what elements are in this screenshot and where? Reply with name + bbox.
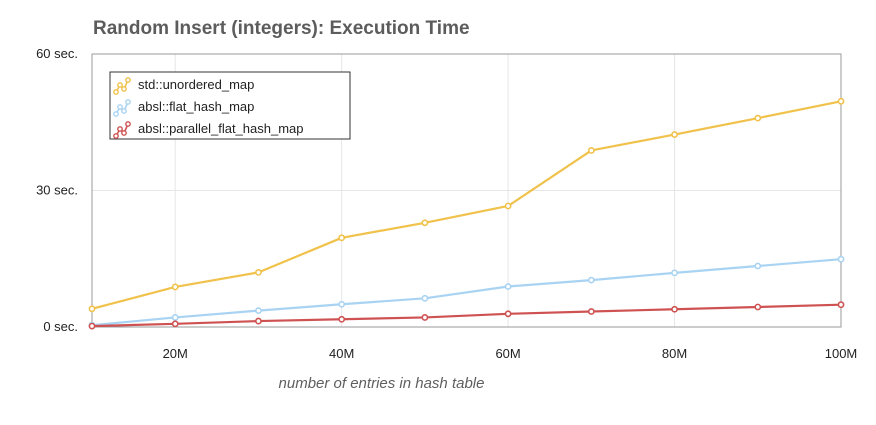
- legend[interactable]: std::unordered_mapabsl::flat_hash_mapabs…: [109, 71, 351, 140]
- legend-icon-marker: [113, 133, 119, 139]
- data-point[interactable]: [504, 310, 512, 318]
- data-point[interactable]: [338, 300, 346, 308]
- data-point[interactable]: [754, 114, 762, 122]
- data-point[interactable]: [671, 305, 678, 313]
- x-axis-title: number of entries in hash table: [279, 375, 485, 392]
- data-point[interactable]: [754, 262, 762, 270]
- legend-icon-marker: [121, 108, 127, 114]
- legend-icon-marker: [117, 104, 123, 110]
- chart-title: Random Insert (integers): Execution Time: [93, 18, 470, 39]
- legend-icon-marker: [113, 111, 119, 117]
- legend-item[interactable]: absl::flat_hash_map: [113, 99, 255, 117]
- data-point[interactable]: [671, 269, 678, 277]
- plot-frame: [91, 53, 842, 328]
- legend-icon-marker: [125, 121, 131, 127]
- legend-item[interactable]: std::unordered_map: [113, 77, 255, 95]
- legend-icon-marker: [117, 82, 123, 88]
- legend-box: [109, 71, 351, 140]
- data-point[interactable]: [421, 294, 429, 302]
- data-point[interactable]: [504, 202, 512, 210]
- data-point[interactable]: [504, 283, 512, 290]
- data-point[interactable]: [255, 317, 262, 325]
- series-2: [88, 255, 845, 329]
- legend-icon-marker: [117, 126, 123, 132]
- legend-icon-marker: [125, 77, 131, 83]
- data-point[interactable]: [671, 131, 678, 138]
- data-point[interactable]: [587, 276, 595, 284]
- data-point[interactable]: [338, 315, 346, 323]
- legend-icon-marker: [113, 89, 119, 95]
- legend-icon-marker: [121, 86, 127, 92]
- line-series-icon: [113, 121, 131, 139]
- line-series-icon: [113, 77, 131, 95]
- data-point[interactable]: [171, 320, 179, 328]
- x-tick-label: 80M: [662, 346, 687, 361]
- y-tick-label: 0 sec.: [43, 319, 78, 334]
- y-tick-label: 60 sec.: [36, 46, 78, 61]
- data-point[interactable]: [171, 314, 179, 321]
- data-point[interactable]: [171, 283, 179, 291]
- data-point[interactable]: [88, 305, 96, 313]
- data-point[interactable]: [88, 322, 96, 330]
- data-point[interactable]: [754, 303, 762, 311]
- legend-icon-marker: [125, 99, 131, 105]
- series-1: [88, 97, 845, 313]
- data-point[interactable]: [255, 268, 262, 276]
- data-point[interactable]: [255, 307, 262, 315]
- legend-item[interactable]: absl::parallel_flat_hash_map: [113, 121, 304, 139]
- series-line: [91, 303, 842, 328]
- legend-label: absl::flat_hash_map: [138, 99, 254, 114]
- axes: 20M 40M 60M 80M 100M 0 sec. 30 sec. 60 sec.: [36, 46, 857, 361]
- legend-icon-marker: [121, 130, 127, 136]
- x-tick-label: 40M: [329, 346, 354, 361]
- data-point[interactable]: [837, 301, 845, 309]
- x-tick-label: 20M: [163, 346, 188, 361]
- legend-label: absl::parallel_flat_hash_map: [138, 121, 304, 136]
- series-3: [88, 301, 845, 330]
- data-point[interactable]: [338, 234, 346, 242]
- data-point[interactable]: [837, 97, 845, 105]
- line-series-icon: [113, 99, 131, 117]
- x-tick-label: 60M: [495, 346, 520, 361]
- data-point[interactable]: [837, 255, 845, 263]
- series-line: [91, 258, 842, 327]
- y-tick-label: 30 sec.: [36, 183, 78, 198]
- data-point[interactable]: [587, 308, 595, 315]
- x-tick-label: 100M: [825, 346, 858, 361]
- series-layer: [88, 97, 845, 330]
- data-point[interactable]: [421, 314, 429, 321]
- data-point[interactable]: [587, 147, 595, 154]
- series-line: [91, 100, 842, 310]
- data-point[interactable]: [421, 219, 429, 227]
- legend-label: std::unordered_map: [138, 77, 254, 92]
